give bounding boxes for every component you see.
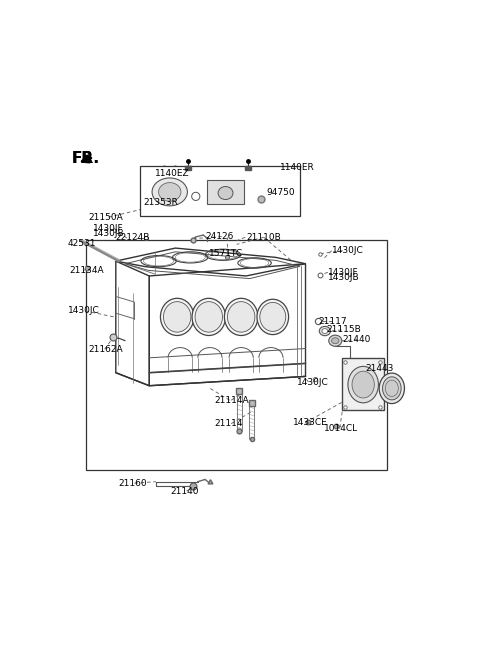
Bar [207, 180, 244, 204]
Ellipse shape [158, 183, 181, 201]
Text: FR.: FR. [71, 150, 99, 166]
Ellipse shape [332, 338, 339, 344]
Ellipse shape [383, 377, 401, 400]
Text: 21150A: 21150A [88, 213, 123, 221]
Ellipse shape [385, 380, 398, 397]
Ellipse shape [257, 299, 288, 334]
Text: 1433CE: 1433CE [292, 419, 327, 428]
Text: 21162A: 21162A [88, 345, 122, 353]
Ellipse shape [348, 367, 378, 403]
Text: 21114A: 21114A [215, 396, 249, 405]
Text: 1430JC: 1430JC [68, 306, 100, 315]
Text: 21134A: 21134A [69, 266, 104, 275]
Ellipse shape [228, 302, 255, 332]
Text: 1571TC: 1571TC [209, 249, 243, 258]
Ellipse shape [260, 302, 286, 331]
Bar [140, 166, 300, 216]
Ellipse shape [164, 302, 191, 332]
Ellipse shape [322, 328, 328, 334]
Ellipse shape [195, 302, 223, 332]
Text: 21140: 21140 [171, 486, 199, 495]
Bar [342, 358, 384, 410]
Ellipse shape [192, 298, 226, 336]
Text: 1430JF: 1430JF [328, 268, 359, 277]
Text: 1014CL: 1014CL [324, 424, 358, 433]
Bar [245, 166, 251, 170]
Ellipse shape [218, 187, 233, 200]
Text: 21117: 21117 [319, 317, 347, 326]
Ellipse shape [192, 193, 200, 200]
Text: 21440: 21440 [343, 335, 371, 344]
Text: 1430JC: 1430JC [297, 378, 329, 386]
Text: 21353R: 21353R [144, 198, 179, 207]
Text: 42531: 42531 [67, 240, 96, 248]
Ellipse shape [152, 178, 187, 206]
Text: 21443: 21443 [365, 364, 394, 373]
Text: 24126: 24126 [205, 232, 233, 241]
Bar [86, 240, 387, 470]
Text: 21110B: 21110B [246, 233, 281, 242]
Text: FR.: FR. [71, 150, 99, 166]
Ellipse shape [225, 298, 258, 336]
Text: 1430JF: 1430JF [93, 224, 123, 233]
Text: 94750: 94750 [266, 188, 295, 197]
Text: 1140EZ: 1140EZ [155, 170, 190, 178]
Text: 1430JB: 1430JB [93, 229, 124, 238]
Ellipse shape [160, 298, 194, 336]
Ellipse shape [329, 335, 342, 346]
Text: 22124B: 22124B [115, 233, 149, 242]
Ellipse shape [319, 327, 330, 336]
Text: 1140ER: 1140ER [279, 163, 314, 172]
Text: 21115B: 21115B [326, 325, 361, 334]
Text: 21160: 21160 [119, 479, 147, 487]
Text: 1430JB: 1430JB [328, 273, 360, 283]
Ellipse shape [352, 371, 374, 398]
Text: 1430JC: 1430JC [332, 246, 363, 255]
Bar [185, 166, 192, 170]
Ellipse shape [379, 373, 405, 403]
Text: 21114: 21114 [215, 419, 243, 428]
